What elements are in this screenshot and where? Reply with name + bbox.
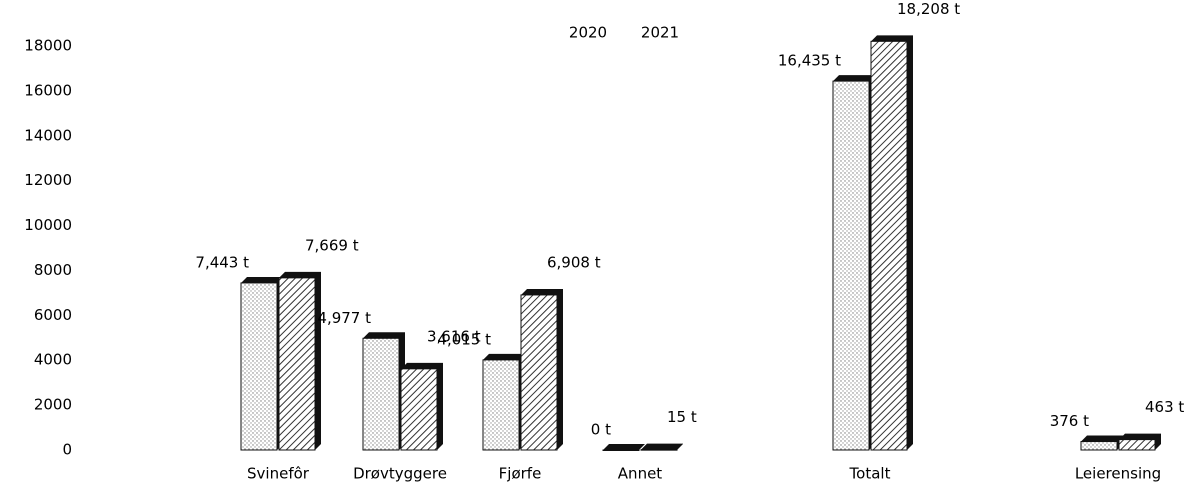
bar [400,368,438,451]
bar-depth [871,35,913,451]
y-tick-label: 0 [62,441,72,459]
x-tick-label: Annet [618,465,663,483]
legend-label: 2021 [641,24,679,42]
data-label: 6,908 t [547,253,601,271]
x-tick-label: Totalt [849,465,891,483]
bar [640,449,678,451]
data-label: 463 t [1145,398,1184,416]
bar-depth [1119,433,1161,450]
bar [1118,439,1156,451]
y-tick-label: 4000 [34,351,72,369]
x-tick-label: Svinefôr [247,465,310,483]
bar-depth [279,271,321,450]
bar [362,337,400,451]
data-label: 376 t [1050,412,1089,430]
bar [602,449,640,451]
y-tick-label: 8000 [34,261,72,279]
data-label: 16,435 t [778,52,841,70]
y-tick-label: 2000 [34,396,72,414]
bar [240,282,278,451]
bar [870,40,908,451]
y-tick-label: 12000 [24,171,72,189]
bar [482,359,520,451]
bar-depth [401,362,443,450]
bar [278,277,316,451]
data-label: 4,015 t [437,330,491,348]
legend-label: 2020 [569,24,607,42]
y-tick-label: 14000 [24,126,72,144]
data-label: 0 t [591,421,611,439]
bar-depth [603,444,645,450]
y-tick-label: 18000 [24,37,72,55]
bar-depth [1081,435,1123,450]
x-tick-label: Fjørfe [499,465,542,483]
y-tick-label: 16000 [24,81,72,99]
data-label: 3,616 t [427,327,481,345]
y-tick-label: 6000 [34,306,72,324]
x-tick-label: Leierensing [1075,465,1161,483]
bar-depth [641,443,683,450]
data-label: 15 t [667,408,697,426]
data-label: 18,208 t [897,0,960,18]
data-label: 7,443 t [195,253,249,271]
y-tick-label: 10000 [24,216,72,234]
bar [1080,441,1118,451]
bar [832,80,870,451]
data-label: 4,977 t [317,309,371,327]
bar [520,294,558,451]
x-tick-label: Drøvtyggere [353,465,447,483]
data-label: 7,669 t [305,236,359,254]
bar-depth [521,288,563,450]
